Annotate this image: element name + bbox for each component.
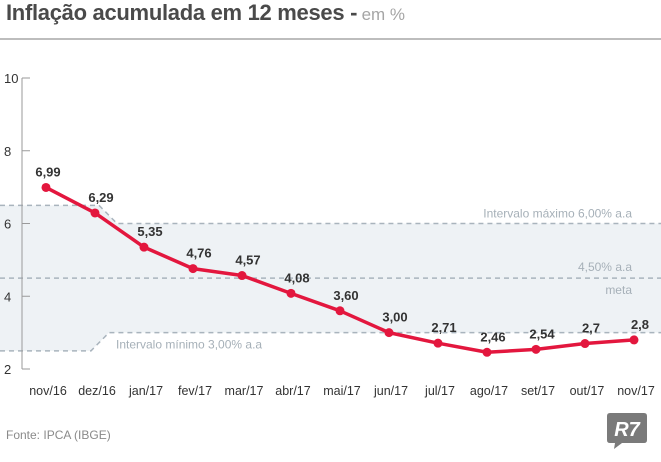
data-label: 6,29	[88, 190, 113, 205]
band-upper-line	[0, 204, 661, 225]
data-label: 4,08	[284, 270, 309, 285]
data-point	[384, 328, 394, 338]
x-tick-label: jul/17	[424, 384, 455, 398]
band-max-label: Intervalo máximo 6,00% a.a	[483, 207, 632, 221]
inflation-series	[41, 182, 639, 357]
y-tick-label: 8	[4, 144, 11, 159]
x-tick-label: out/17	[570, 384, 605, 398]
chart-unit: em %	[361, 5, 406, 24]
chart-title: Inflação acumulada em 12 meses -	[6, 0, 358, 25]
data-label: 6,99	[35, 164, 60, 179]
data-label: 4,76	[186, 246, 211, 261]
x-axis: nov/16 dez/16 jan/17 fev/17 mar/17 abr/17 mai/…	[29, 384, 655, 398]
data-label: 5,35	[137, 224, 162, 239]
band-meta-label: meta	[605, 283, 632, 297]
x-tick-label: nov/16	[29, 384, 67, 398]
data-point	[41, 182, 51, 192]
x-tick-label: mai/17	[323, 384, 361, 398]
y-tick-label: 2	[4, 362, 11, 377]
y-axis: 2 4 6 8 10	[4, 71, 30, 377]
data-point	[90, 208, 100, 218]
target-band-area	[0, 205, 661, 351]
data-label: 2,7	[582, 321, 600, 336]
target-band: Intervalo máximo 6,00% a.a 4,50% a.a meta I…	[0, 204, 661, 352]
data-label: 3,00	[382, 310, 407, 325]
y-tick-label: 6	[4, 217, 11, 232]
data-point	[629, 335, 639, 345]
data-point	[188, 264, 198, 274]
data-label: 2,8	[631, 317, 649, 332]
y-tick-label: 10	[4, 71, 18, 86]
chart-title-row: Inflação acumulada em 12 meses - em %	[6, 0, 405, 30]
data-point	[482, 347, 492, 357]
band-center-label: 4,50% a.a	[578, 260, 632, 274]
x-tick-label: jun/17	[373, 384, 408, 398]
x-tick-label: dez/16	[78, 384, 116, 398]
data-point	[433, 338, 443, 348]
data-point	[335, 306, 345, 316]
r7-logo: R7	[607, 413, 647, 449]
source-note: Fonte: IPCA (IBGE)	[6, 428, 111, 442]
band-min-label: Intervalo mínimo 3,00% a.a	[116, 338, 262, 352]
y-tick-label: 4	[4, 289, 11, 304]
x-tick-label: jan/17	[128, 384, 163, 398]
x-tick-label: ago/17	[470, 384, 508, 398]
data-label: 3,60	[333, 288, 358, 303]
x-tick-label: set/17	[521, 384, 555, 398]
data-label: 2,54	[529, 326, 555, 341]
x-tick-label: abr/17	[275, 384, 310, 398]
data-point	[531, 344, 541, 354]
x-tick-label: fev/17	[178, 384, 212, 398]
data-point	[286, 288, 296, 298]
title-divider	[0, 38, 661, 40]
data-labels: 6,99 6,29 5,35 4,76 4,57 4,08 3,60 3,00 2,71 2,46…	[35, 164, 649, 344]
data-point	[580, 339, 590, 349]
logo-text: R7	[614, 419, 640, 441]
x-tick-label: mar/17	[225, 384, 264, 398]
data-point	[139, 242, 149, 252]
data-point	[237, 271, 247, 281]
x-tick-label: nov/17	[617, 384, 655, 398]
data-label: 2,46	[480, 329, 505, 344]
data-label: 4,57	[235, 253, 260, 268]
band-lower-line	[0, 331, 661, 352]
data-label: 2,71	[431, 320, 456, 335]
